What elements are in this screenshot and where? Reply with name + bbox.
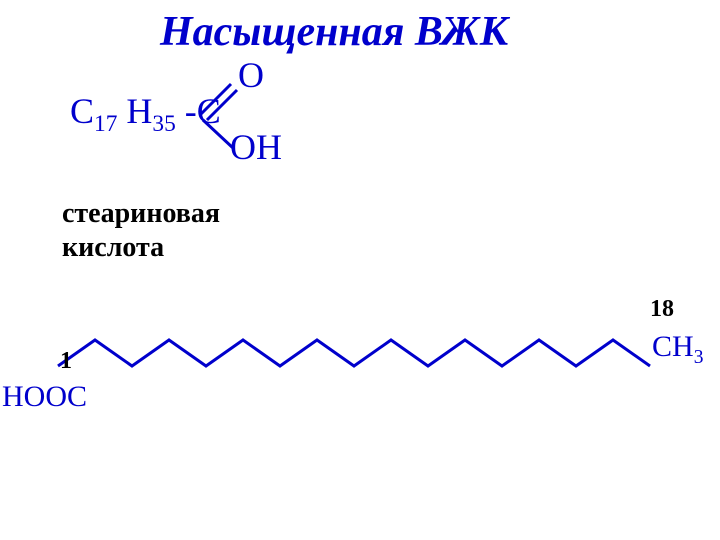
formula-c-sub: 17 (94, 111, 117, 137)
stearic-label-2: кислота (62, 232, 164, 264)
formula-h-sub: 35 (152, 111, 175, 137)
page-title: Насыщенная ВЖК (160, 8, 508, 56)
formula-h: Н (126, 91, 152, 131)
hooc-label: HOOC (2, 380, 87, 414)
carboxyl-bonds (195, 58, 265, 158)
ch3-sub: 3 (694, 347, 704, 368)
carbon-1-label: 1 (60, 348, 72, 375)
carbon-18-label: 18 (650, 296, 674, 323)
zigzag-chain (50, 318, 660, 388)
stearic-label-1: стеариновая (62, 198, 220, 230)
formula-c: С (70, 91, 94, 131)
ch3-text: CH (652, 330, 694, 363)
ch3-label: CH3 (652, 330, 703, 369)
